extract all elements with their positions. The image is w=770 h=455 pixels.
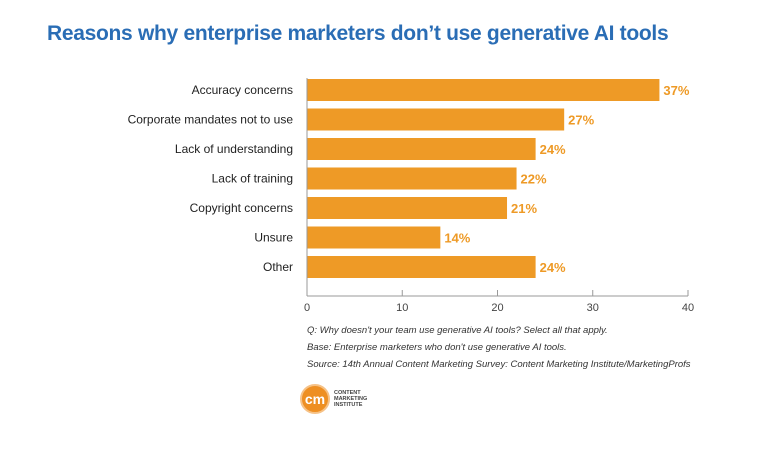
bar (307, 256, 536, 278)
x-tick-label: 0 (304, 302, 310, 314)
data-label: 24% (540, 142, 566, 157)
base-note: Base: Enterprise marketers who don't use… (307, 342, 567, 353)
bar (307, 79, 660, 101)
bar-chart: Accuracy concerns 37% Corporate mandates n… (128, 78, 694, 314)
data-label: 14% (444, 231, 470, 246)
category-label: Lack of training (212, 172, 293, 186)
x-tick-label: 30 (587, 302, 599, 314)
source-note: Source: 14th Annual Content Marketing Su… (307, 359, 691, 370)
data-label: 22% (521, 172, 547, 187)
x-tick-label: 40 (682, 302, 694, 314)
bar (307, 197, 508, 219)
category-label: Copyright concerns (190, 201, 293, 215)
category-label: Lack of understanding (175, 142, 293, 156)
data-label: 27% (568, 113, 594, 128)
data-label: 21% (511, 201, 537, 216)
category-label: Corporate mandates not to use (128, 113, 294, 127)
logo-mark: cm (300, 384, 330, 414)
bar (307, 108, 565, 131)
logo-text: CONTENT MARKETING INSTITUTE (334, 390, 368, 408)
data-label: 37% (663, 83, 689, 98)
x-tick-label: 20 (491, 302, 503, 314)
cmi-logo: cm CONTENT MARKETING INSTITUTE (300, 384, 367, 414)
category-label: Unsure (254, 231, 293, 245)
category-label: Accuracy concerns (192, 83, 293, 97)
chart-title: Reasons why enterprise marketers don’t u… (47, 22, 669, 45)
data-label: 24% (540, 260, 566, 275)
bar (307, 167, 517, 190)
bar (307, 138, 536, 160)
question-note: Q: Why doesn't your team use generative … (307, 325, 608, 336)
bar (307, 226, 441, 249)
category-label: Other (263, 260, 293, 274)
x-tick-label: 10 (396, 302, 408, 314)
